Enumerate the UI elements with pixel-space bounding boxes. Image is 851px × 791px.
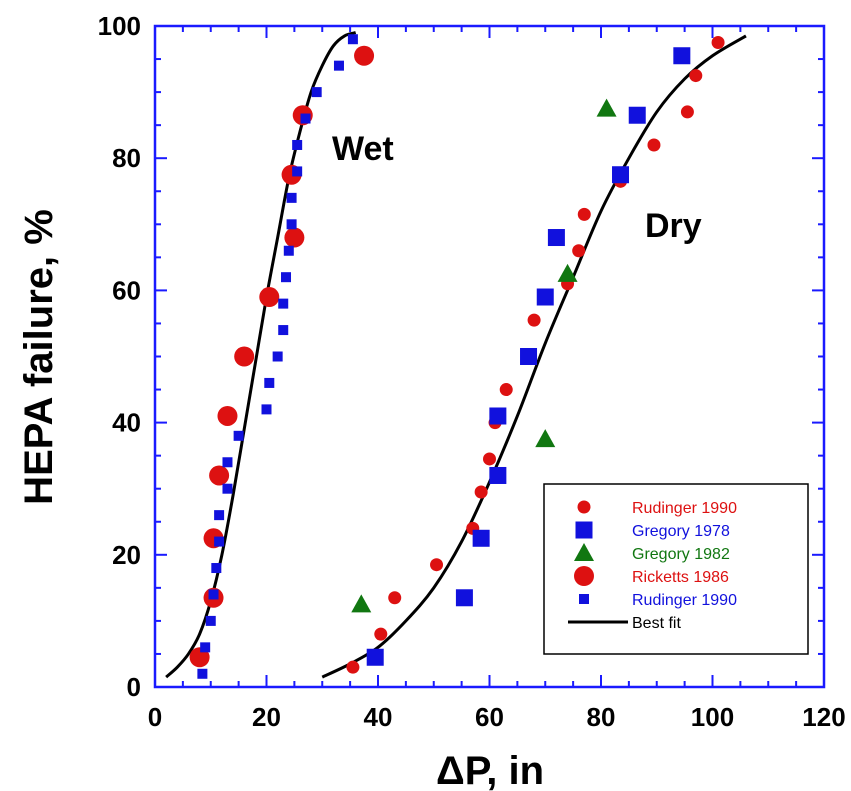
data-point-series-4 <box>347 34 358 45</box>
data-point-series-2 <box>596 98 617 117</box>
data-point-series-4 <box>286 219 297 230</box>
x-tick-label: 0 <box>148 702 162 732</box>
data-point-series-4 <box>278 325 289 336</box>
data-point-series-3 <box>354 45 375 66</box>
data-point-series-3 <box>209 465 230 486</box>
legend-marker-2 <box>574 543 594 561</box>
x-tick-label: 60 <box>475 702 504 732</box>
data-point-series-3 <box>284 227 305 248</box>
y-tick-label: 60 <box>112 275 141 305</box>
y-tick-label: 20 <box>112 540 141 570</box>
data-point-series-4 <box>222 457 233 468</box>
data-point-series-0 <box>499 383 513 397</box>
data-point-series-4 <box>208 589 219 600</box>
data-point-series-4 <box>211 563 222 574</box>
data-point-series-4 <box>286 192 297 203</box>
data-point-series-3 <box>259 287 280 308</box>
data-point-series-4 <box>214 510 225 521</box>
data-point-series-0 <box>689 69 703 83</box>
x-tick-label: 100 <box>691 702 734 732</box>
data-point-series-0 <box>474 485 488 499</box>
data-point-series-0 <box>483 452 496 466</box>
best-fit-curve-wet <box>165 31 357 679</box>
data-point-series-4 <box>272 351 283 362</box>
data-point-series-4 <box>278 298 289 309</box>
best-fit-curves <box>165 31 747 679</box>
data-point-series-0 <box>527 313 541 327</box>
data-point-series-2 <box>535 429 556 448</box>
data-point-series-2 <box>557 263 578 282</box>
data-point-series-1 <box>673 47 691 65</box>
x-tick-label: 40 <box>364 702 393 732</box>
data-point-series-1 <box>536 288 554 306</box>
data-point-series-1 <box>547 229 565 247</box>
data-point-series-4 <box>292 139 303 150</box>
data-point-series-3 <box>234 346 255 367</box>
data-point-series-0 <box>711 36 725 50</box>
data-point-series-4 <box>197 668 208 679</box>
legend-marker-1 <box>575 521 593 539</box>
data-point-series-0 <box>374 627 388 641</box>
data-point-series-1 <box>472 529 490 547</box>
axis-ticks <box>154 25 825 688</box>
legend-label-0: Rudinger 1990 <box>632 500 737 517</box>
legend-label-1: Gregory 1978 <box>632 523 730 540</box>
legend-marker-0 <box>577 500 591 514</box>
legend-label-3: Ricketts 1986 <box>632 569 729 586</box>
data-point-series-3 <box>217 405 238 426</box>
data-point-series-0 <box>647 138 661 152</box>
data-point-series-0 <box>430 558 444 572</box>
data-point-series-0 <box>577 207 591 221</box>
x-tick-label: 120 <box>802 702 845 732</box>
data-point-series-1 <box>628 106 646 124</box>
data-point-series-0 <box>680 105 694 119</box>
y-tick-label: 0 <box>127 672 141 702</box>
legend-label-best-fit: Best fit <box>632 615 681 632</box>
data-point-series-4 <box>200 642 211 653</box>
data-point-series-4 <box>261 404 272 415</box>
legend-marker-3 <box>574 566 594 586</box>
annotation-wet: Wet <box>332 130 394 168</box>
legend-label-4: Rudinger 1990 <box>632 592 737 609</box>
x-tick-label: 80 <box>587 702 616 732</box>
best-fit-curve-dry <box>321 34 747 679</box>
legend-marker-4 <box>579 594 589 604</box>
data-point-series-1 <box>366 648 384 666</box>
data-point-series-0 <box>346 660 360 674</box>
x-tick-label: 20 <box>252 702 281 732</box>
data-point-series-1 <box>520 348 538 365</box>
y-axis-title: HEPA failure, % <box>17 209 61 505</box>
data-point-series-4 <box>300 113 311 124</box>
annotation-dry: Dry <box>645 207 702 245</box>
y-tick-label: 80 <box>112 143 141 173</box>
data-point-series-4 <box>233 430 244 441</box>
data-point-series-4 <box>311 87 322 98</box>
data-point-series-4 <box>205 615 216 626</box>
data-points <box>189 34 725 679</box>
data-point-series-1 <box>489 466 507 484</box>
y-tick-label: 100 <box>98 11 141 41</box>
legend-label-2: Gregory 1982 <box>632 546 730 563</box>
legend: Rudinger 1990 Gregory 1978 Gregory 1982 Ric… <box>543 483 809 655</box>
data-point-series-4 <box>264 377 275 388</box>
x-axis-title: ΔP, in <box>436 749 544 791</box>
data-point-series-4 <box>214 536 225 547</box>
y-tick-label: 40 <box>112 408 141 438</box>
data-point-series-1 <box>489 407 507 425</box>
data-point-series-0 <box>572 244 586 258</box>
data-point-series-4 <box>292 166 303 177</box>
data-point-series-2 <box>351 594 372 613</box>
axis-tick-labels: 0 20 40 60 80 100 120 0 20 40 60 80 100 <box>98 11 846 732</box>
data-point-series-4 <box>283 245 294 256</box>
data-point-series-0 <box>388 591 402 605</box>
data-point-series-1 <box>612 166 630 184</box>
data-point-series-4 <box>281 272 292 283</box>
data-point-series-4 <box>222 483 233 494</box>
data-point-series-4 <box>333 60 344 71</box>
data-point-series-1 <box>455 589 473 607</box>
